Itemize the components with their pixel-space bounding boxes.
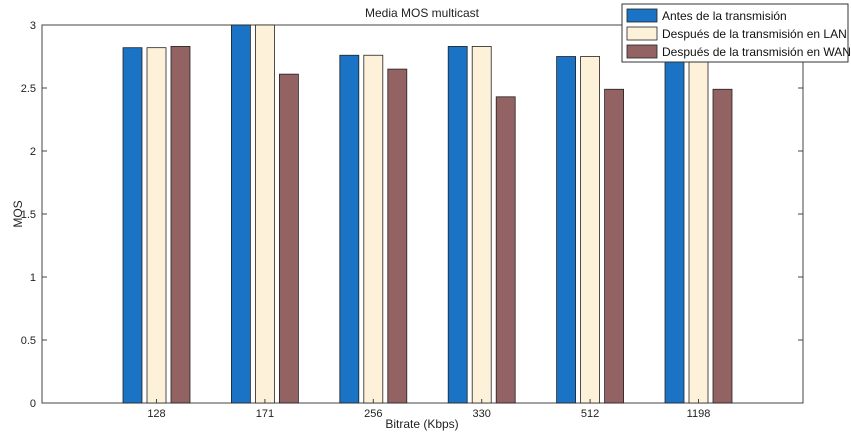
bar-3-512 bbox=[604, 88, 624, 404]
bar-1-128 bbox=[122, 47, 143, 404]
bar-2-128 bbox=[146, 47, 167, 404]
legend-box bbox=[621, 3, 849, 63]
y-axis-title: MOS bbox=[11, 200, 25, 227]
bar-1-1198 bbox=[664, 57, 685, 404]
y-tick-label: 1 bbox=[30, 272, 36, 284]
x-tick-label: 512 bbox=[581, 408, 599, 420]
y-tick-label: 2.5 bbox=[21, 83, 36, 95]
x-axis-title: Bitrate (Kbps) bbox=[385, 417, 458, 431]
y-tick-label: 2 bbox=[30, 146, 36, 158]
bar-1-330 bbox=[447, 46, 468, 404]
bar-2-512 bbox=[580, 56, 600, 404]
bar-2-1198 bbox=[688, 57, 709, 404]
legend-label-1: Antes de la transmisión bbox=[662, 9, 787, 23]
legend-swatch-3 bbox=[626, 44, 658, 59]
legend-swatch-2 bbox=[626, 26, 658, 41]
x-tick-label: 1198 bbox=[687, 408, 711, 420]
x-tick-label: 171 bbox=[256, 408, 274, 420]
bar-3-128 bbox=[170, 46, 191, 404]
chart-title: Media MOS multicast bbox=[365, 6, 480, 20]
bar-1-171 bbox=[230, 24, 251, 404]
x-tick-label: 256 bbox=[364, 408, 382, 420]
x-tick-label: 330 bbox=[473, 408, 491, 420]
ticks-layer: 128 171 256 330 512 1198 0 0.5 1 1.5 2 2.5 3 bbox=[21, 20, 803, 420]
bar-3-330 bbox=[495, 96, 516, 404]
bar-1-512 bbox=[556, 56, 576, 404]
y-tick-label: 1.5 bbox=[21, 209, 36, 221]
bar-3-1198 bbox=[712, 88, 733, 404]
bar-2-256 bbox=[363, 54, 384, 404]
legend: Antes de la transmisión Después de la tra… bbox=[621, 3, 851, 63]
legend-label-2: Después de la transmisión en LAN bbox=[662, 27, 847, 41]
y-tick-label: 3 bbox=[30, 20, 36, 32]
bar-3-256 bbox=[387, 68, 408, 404]
bar-2-330 bbox=[471, 46, 492, 404]
legend-label-3: Después de la transmisión en WAN bbox=[662, 45, 851, 59]
x-tick-label: 128 bbox=[147, 408, 165, 420]
bar-1-256 bbox=[339, 54, 360, 404]
y-tick-label: 0.5 bbox=[21, 335, 36, 347]
y-tick-label: 0 bbox=[30, 398, 36, 410]
bars-layer bbox=[122, 24, 733, 404]
bar-3-171 bbox=[278, 73, 299, 404]
legend-swatch-1 bbox=[626, 8, 658, 23]
bar-2-171 bbox=[254, 24, 275, 404]
